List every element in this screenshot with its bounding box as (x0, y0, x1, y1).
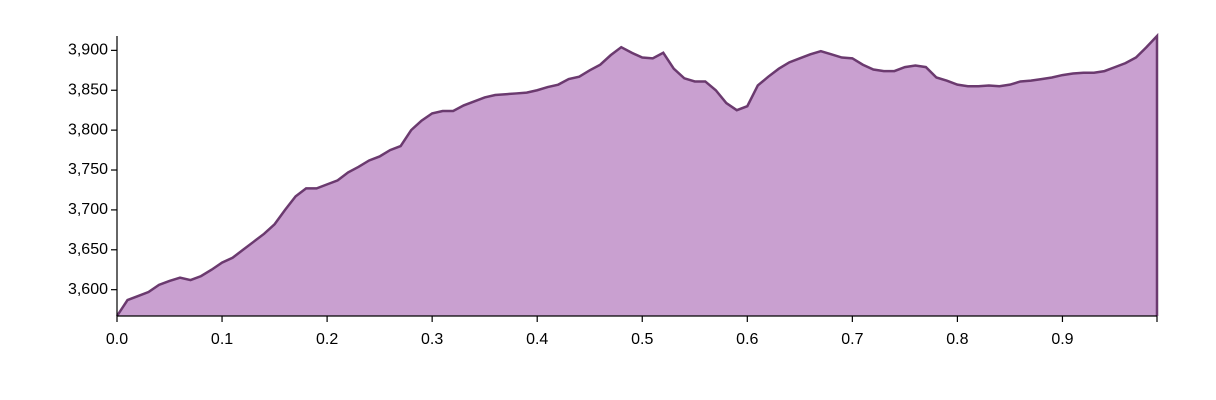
y-tick-label: 3,650 (68, 241, 108, 258)
x-tick-label: 0.6 (736, 331, 758, 348)
y-tick-label: 3,900 (68, 42, 108, 59)
x-tick-label: 0.3 (421, 331, 443, 348)
y-tick-label: 3,800 (68, 121, 108, 138)
y-tick-label: 3,600 (68, 281, 108, 298)
x-tick-label: 0.4 (526, 331, 548, 348)
x-tick-label: 0.0 (106, 331, 128, 348)
x-tick-label: 0.2 (316, 331, 338, 348)
x-tick-label: 0.9 (1051, 331, 1073, 348)
x-tick-label: 0.5 (631, 331, 653, 348)
x-tick-label: 0.1 (211, 331, 233, 348)
x-tick-label: 0.7 (841, 331, 863, 348)
area (117, 36, 1157, 316)
y-tick-label: 3,700 (68, 201, 108, 218)
x-tick-label: 0.8 (946, 331, 968, 348)
y-tick-label: 3,750 (68, 161, 108, 178)
y-tick-label: 3,850 (68, 81, 108, 98)
area-line (115, 32, 1159, 317)
